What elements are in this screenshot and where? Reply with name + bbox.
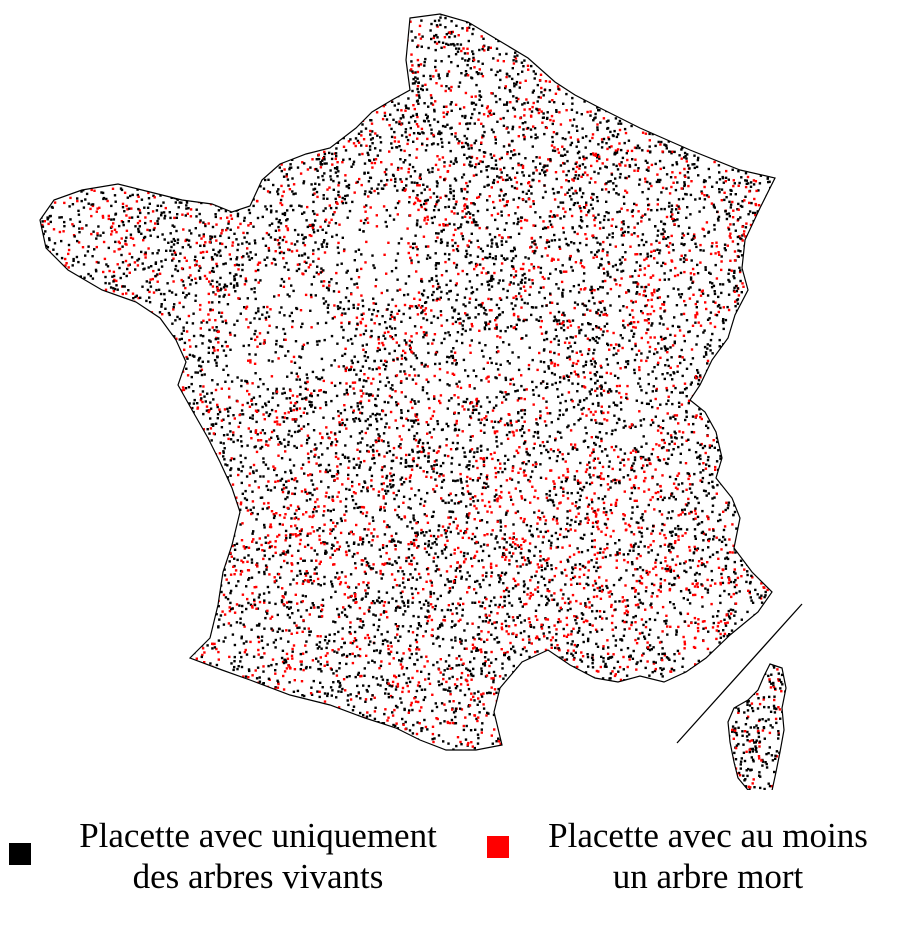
corsica-separator-line	[676, 603, 803, 744]
legend-label-living: Placette avec uniquement des arbres viva…	[48, 815, 468, 897]
legend-label-dead-line1: Placette avec au moins	[548, 816, 868, 855]
legend-swatch-dead	[487, 836, 509, 858]
legend-label-dead-line2: un arbre mort	[612, 857, 804, 896]
mainland-plot-points	[40, 14, 775, 750]
legend-label-living-line2: des arbres vivants	[132, 857, 384, 896]
corsica-outline	[727, 663, 787, 790]
legend-label-living-line1: Placette avec uniquement	[79, 816, 437, 855]
legend-swatch-living	[9, 843, 31, 865]
france-map	[39, 13, 803, 790]
mainland-outline	[39, 13, 776, 751]
legend-label-dead: Placette avec au moins un arbre mort	[523, 815, 893, 897]
